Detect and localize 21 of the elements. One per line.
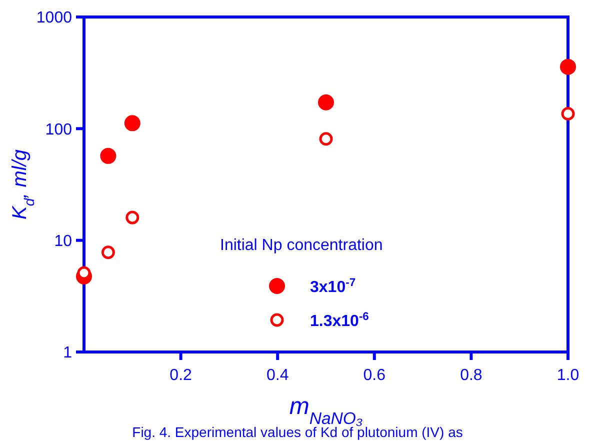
y-tick-label: 1000	[36, 10, 72, 27]
point	[124, 115, 140, 132]
y-tick-label: 10	[54, 232, 72, 250]
point	[126, 210, 140, 224]
point	[318, 94, 334, 110]
legend-title: Initial Np concentration	[220, 237, 383, 254]
x-tick-label: 1.0	[556, 367, 580, 384]
legend-label: 3x10$^{-7}$	[310, 277, 356, 296]
point	[560, 58, 576, 75]
x-tick-label: 0.8	[460, 367, 482, 384]
y-tick-label: 100	[45, 121, 72, 138]
point	[101, 246, 115, 260]
x-tick-label: 0.6	[363, 367, 386, 384]
x-tick-label: 0.4	[266, 367, 289, 384]
point	[561, 107, 575, 121]
x-axis-title: m$_{NaNO₃}$	[289, 393, 363, 428]
x-tick-label: 0.2	[170, 367, 192, 384]
point	[100, 148, 116, 164]
legend-label: 1.3x10$^{-6}$	[310, 311, 369, 330]
point	[319, 132, 333, 146]
y-tick-label: 1	[63, 344, 72, 362]
